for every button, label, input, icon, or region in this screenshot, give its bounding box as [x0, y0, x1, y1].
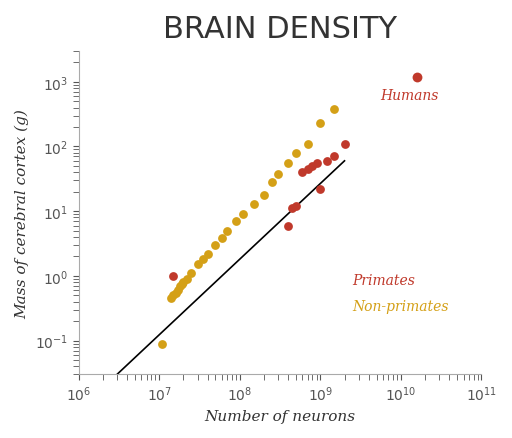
Point — [232, 218, 240, 225]
Point — [330, 154, 338, 161]
Point — [312, 160, 321, 167]
Point — [316, 186, 324, 193]
Point — [223, 228, 231, 235]
Point — [260, 192, 268, 199]
Point — [298, 170, 307, 177]
Point — [292, 203, 300, 210]
Point — [218, 235, 226, 242]
Point — [413, 74, 421, 81]
Point — [304, 166, 312, 173]
Text: Humans: Humans — [381, 89, 439, 103]
X-axis label: Number of neurons: Number of neurons — [204, 409, 355, 423]
Point — [274, 171, 282, 178]
Point — [323, 158, 331, 165]
Point — [250, 201, 258, 208]
Point — [268, 179, 276, 186]
Point — [194, 261, 202, 268]
Point — [167, 295, 175, 302]
Point — [284, 160, 292, 167]
Text: Primates: Primates — [352, 273, 415, 287]
Point — [316, 120, 324, 127]
Point — [178, 281, 186, 288]
Point — [172, 290, 180, 297]
Point — [304, 141, 312, 148]
Point — [340, 141, 349, 148]
Y-axis label: Mass of cerebral cortex (g): Mass of cerebral cortex (g) — [15, 109, 29, 318]
Point — [199, 256, 207, 263]
Point — [204, 251, 212, 258]
Point — [239, 211, 247, 218]
Point — [292, 150, 300, 157]
Point — [176, 283, 184, 290]
Point — [169, 292, 177, 299]
Point — [211, 242, 220, 249]
Point — [169, 273, 177, 280]
Point — [288, 205, 296, 212]
Point — [284, 223, 292, 230]
Point — [308, 163, 316, 170]
Point — [187, 270, 195, 277]
Title: BRAIN DENSITY: BRAIN DENSITY — [163, 15, 397, 44]
Point — [158, 340, 166, 347]
Point — [174, 287, 182, 294]
Point — [179, 279, 187, 286]
Text: Non-primates: Non-primates — [352, 299, 449, 313]
Point — [183, 276, 191, 283]
Point — [330, 106, 338, 113]
